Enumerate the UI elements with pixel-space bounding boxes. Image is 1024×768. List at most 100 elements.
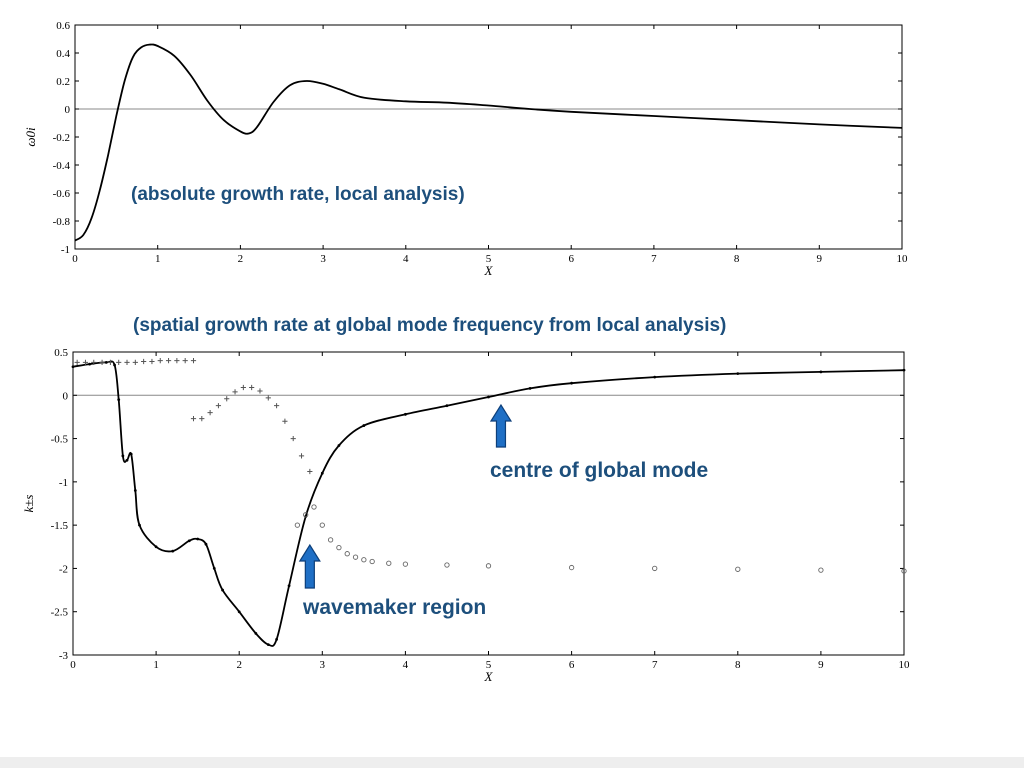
bottom-circle-marker — [444, 562, 450, 568]
bottom-data-point — [104, 360, 108, 364]
top-x-tick-label: 2 — [238, 253, 244, 265]
bottom-circle-marker — [901, 568, 907, 574]
bottom-data-point — [362, 424, 366, 427]
bottom-data-point — [487, 395, 490, 399]
bottom-x-tick-label: 0 — [70, 659, 76, 671]
bottom-data-point — [171, 549, 175, 553]
top-x-tick-label: 9 — [817, 253, 823, 265]
bottom-data-point — [113, 363, 116, 367]
top-x-axis-label: X — [484, 263, 494, 278]
bottom-circle-marker — [336, 545, 342, 551]
bottom-y-tick-label: -3 — [59, 650, 69, 662]
bottom-data-point — [212, 567, 216, 570]
bottom-x-tick-label: 3 — [320, 659, 326, 671]
bottom-circle-marker — [319, 522, 325, 528]
bottom-circle-marker — [369, 558, 375, 565]
bottom-y-tick-label: -2.5 — [51, 607, 69, 619]
bottom-data-point — [196, 537, 200, 541]
bottom-circle-marker — [311, 504, 317, 510]
top-x-tick-label: 7 — [651, 253, 657, 265]
bottom-circle-marker — [485, 563, 492, 569]
bottom-plus-marker — [91, 359, 97, 365]
bottom-plus-marker — [224, 396, 230, 402]
top-y-tick-label: 0.4 — [56, 48, 70, 60]
bottom-x-tick-label: 6 — [569, 659, 575, 671]
bottom-y-tick-label: -0.5 — [51, 434, 69, 446]
bottom-y-tick-label: 0.5 — [54, 347, 68, 359]
bottom-plus-marker — [116, 359, 122, 365]
bottom-data-point — [320, 471, 324, 475]
arrow-wavemaker-region — [298, 543, 321, 589]
bottom-circle-marker — [327, 537, 334, 543]
bottom-y-axis-label: k±s — [21, 495, 36, 513]
bottom-x-tick-label: 4 — [403, 659, 409, 671]
top-y-tick-label: -0.8 — [53, 216, 71, 228]
top-y-tick-label: 0.2 — [56, 76, 70, 88]
bottom-x-tick-label: 9 — [818, 659, 824, 671]
bottom-plus-marker — [215, 403, 222, 409]
bottom-data-point — [445, 404, 449, 408]
bottom-data-point — [736, 372, 740, 376]
bottom-data-point — [819, 370, 823, 374]
bottom-data-point — [133, 489, 137, 492]
bottom-plus-marker — [265, 395, 271, 401]
bottom-data-point — [237, 610, 241, 614]
bottom-circle-marker — [352, 554, 359, 560]
footer-band — [0, 757, 1024, 768]
bottom-plus-marker — [290, 435, 296, 442]
bottom-plus-marker — [74, 359, 80, 365]
bottom-circle-marker — [652, 565, 658, 572]
top-chart: 0 1 2 3 4 5 6 7 8 9 10 0.6 0.4 0.2 0 -0.2 -0.4 -0.6 -0.8 -1… — [23, 20, 908, 278]
annotation-centre-of-global-mode: centre of global mode — [490, 459, 709, 482]
bottom-x-tick-label: 7 — [652, 659, 658, 671]
top-x-tick-label: 3 — [320, 253, 326, 265]
bottom-x-tick-label: 10 — [899, 659, 911, 671]
bottom-data-point — [221, 588, 224, 592]
bottom-plus-marker — [190, 358, 197, 364]
top-x-tick-label: 5 — [486, 253, 492, 265]
bottom-plus-marker — [232, 389, 238, 395]
top-y-tick-label: -1 — [61, 244, 70, 256]
bottom-data-point — [275, 638, 278, 641]
bottom-data-point — [653, 375, 657, 379]
bottom-data-point — [121, 454, 125, 458]
bottom-plus-marker — [240, 384, 246, 391]
bottom-plus-marker — [298, 453, 305, 459]
bottom-data-point — [287, 584, 291, 588]
bottom-data-point — [187, 539, 191, 543]
bottom-circle-marker — [361, 557, 367, 563]
bottom-x-tick-label: 1 — [153, 659, 159, 671]
arrow-centre-of-global-mode — [489, 403, 513, 448]
bottom-plus-marker — [107, 359, 113, 365]
bottom-x-tick-label: 2 — [236, 659, 242, 671]
bottom-plus-marker — [273, 403, 280, 409]
top-plot-frame — [74, 24, 903, 250]
bottom-plus-marker — [124, 359, 130, 365]
top-y-tick-label: -0.6 — [53, 188, 71, 200]
top-x-tick-label: 4 — [403, 253, 409, 265]
bottom-data-point — [204, 542, 208, 546]
bottom-data-point — [337, 444, 341, 447]
bottom-plus-marker — [149, 358, 155, 365]
top-x-tick-label: 8 — [734, 253, 740, 265]
bottom-data-point — [71, 365, 75, 369]
bottom-plus-marker — [99, 359, 105, 365]
bottom-data-point — [138, 523, 141, 527]
bottom-data-point — [154, 545, 158, 549]
bottom-y-tick-label: -1 — [59, 477, 68, 489]
bottom-data-point — [117, 398, 121, 402]
bottom-x-axis-label: X — [484, 669, 494, 684]
bottom-plus-marker — [190, 416, 197, 422]
top-y-tick-label: 0.6 — [56, 20, 70, 32]
bottom-plus-marker — [174, 358, 180, 364]
bottom-x-tick-label: 5 — [486, 659, 492, 671]
bottom-series-line — [72, 360, 905, 647]
bottom-circle-marker — [402, 561, 409, 567]
bottom-data-point — [902, 368, 906, 372]
top-y-tick-label: 0 — [65, 104, 71, 116]
bottom-x-tick-label: 8 — [735, 659, 741, 671]
top-y-tick-label: -0.4 — [53, 160, 71, 172]
bottom-plus-marker — [165, 358, 172, 364]
bottom-data-point — [528, 386, 532, 390]
